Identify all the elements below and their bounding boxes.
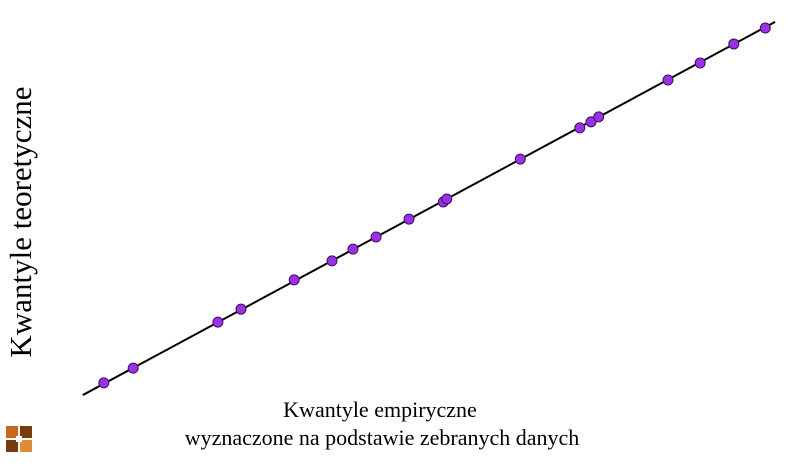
x-axis-label: wyznaczone na podstawie zebranych danych	[185, 425, 580, 450]
point	[585, 116, 597, 128]
point	[662, 74, 674, 86]
point	[759, 22, 771, 34]
point	[728, 38, 740, 50]
reference-line	[82, 21, 776, 396]
point	[347, 243, 359, 255]
point	[370, 231, 382, 243]
point	[288, 274, 300, 286]
point	[574, 122, 586, 134]
point	[514, 153, 526, 165]
y-axis-label: Kwantyle teoretyczne	[3, 86, 38, 357]
point	[98, 377, 110, 389]
point	[235, 303, 247, 315]
point	[441, 193, 453, 205]
logo	[6, 426, 32, 452]
point	[403, 213, 415, 225]
x-axis-label: Kwantyle empiryczne	[283, 397, 477, 422]
point	[694, 57, 706, 69]
point	[212, 316, 224, 328]
point	[326, 255, 338, 267]
point	[593, 111, 605, 123]
point	[127, 362, 139, 374]
